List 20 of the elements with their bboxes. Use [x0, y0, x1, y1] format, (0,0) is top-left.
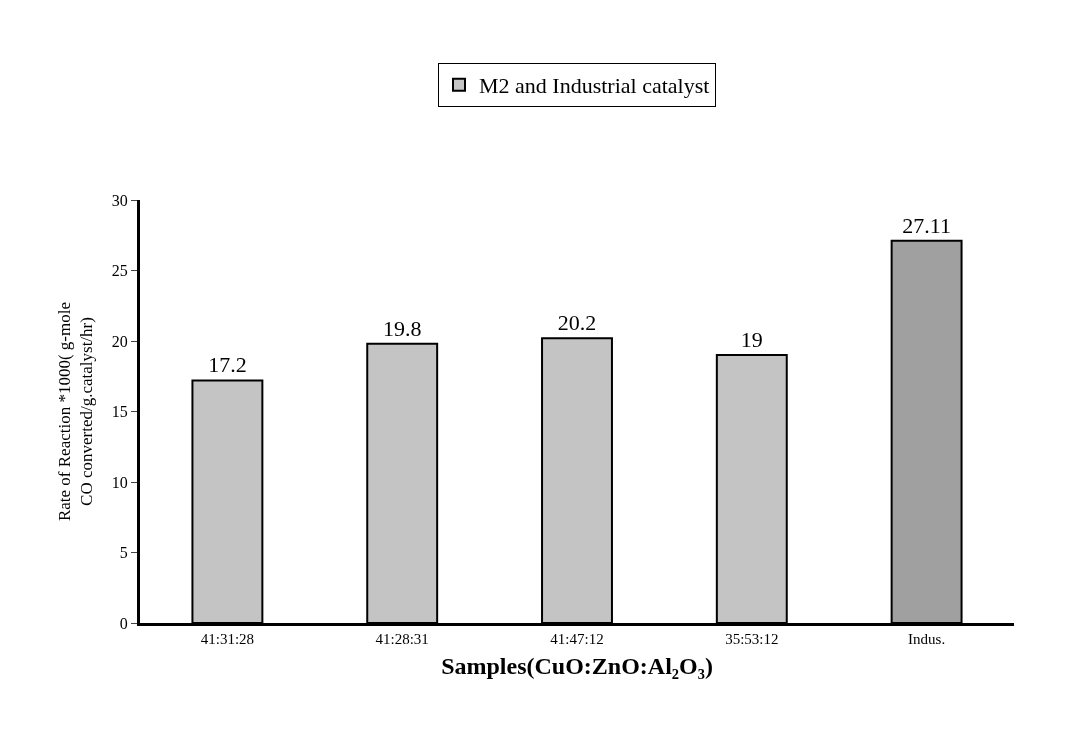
x-tick-label: Indus.	[908, 631, 946, 647]
y-tick-label: 15	[111, 403, 128, 421]
y-tick-label: 5	[119, 544, 128, 562]
y-tick-label: 25	[111, 262, 128, 280]
data-label: 17.2	[208, 352, 247, 378]
data-label: 19.8	[382, 315, 422, 341]
legend-label: M2 and Industrial catalyst	[479, 73, 710, 99]
x-tick-label: 35:53:12	[725, 631, 779, 647]
x-axis-title: Samples(CuO:ZnO:Al₂O₃)	[441, 653, 713, 680]
y-tick-label: 0	[119, 614, 128, 632]
data-label: 20.2	[557, 310, 597, 336]
y-tick-label: 10	[111, 473, 128, 491]
y-tick-label: 30	[111, 191, 128, 209]
x-tick-label: 41:28:31	[375, 631, 429, 647]
data-label: 27.11	[902, 212, 951, 238]
data-label: 19	[740, 327, 763, 353]
x-tick-label: 41:47:12	[550, 631, 604, 647]
y-tick-label: 20	[111, 332, 128, 350]
x-tick-label: 41:31:28	[200, 631, 255, 647]
y-axis-title: Rate of Reaction *1000( g-mole CO converted/g.catalyst/hr)	[55, 301, 97, 522]
